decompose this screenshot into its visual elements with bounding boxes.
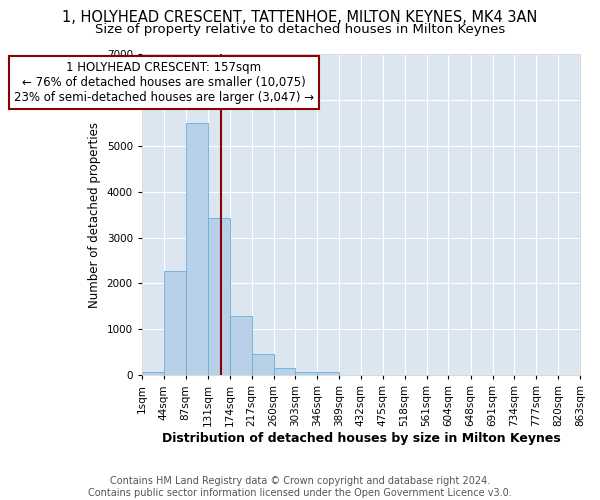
Bar bbox=[142, 372, 164, 376]
Bar bbox=[230, 316, 251, 376]
Bar bbox=[295, 372, 317, 376]
X-axis label: Distribution of detached houses by size in Milton Keynes: Distribution of detached houses by size … bbox=[161, 432, 560, 445]
Text: 1, HOLYHEAD CRESCENT, TATTENHOE, MILTON KEYNES, MK4 3AN: 1, HOLYHEAD CRESCENT, TATTENHOE, MILTON … bbox=[62, 10, 538, 25]
Text: 1 HOLYHEAD CRESCENT: 157sqm
← 76% of detached houses are smaller (10,075)
23% of: 1 HOLYHEAD CRESCENT: 157sqm ← 76% of det… bbox=[14, 61, 314, 104]
Y-axis label: Number of detached properties: Number of detached properties bbox=[88, 122, 101, 308]
Bar bbox=[274, 368, 295, 376]
Bar bbox=[317, 372, 339, 376]
Bar bbox=[185, 123, 208, 376]
Text: Contains HM Land Registry data © Crown copyright and database right 2024.
Contai: Contains HM Land Registry data © Crown c… bbox=[88, 476, 512, 498]
Bar bbox=[208, 218, 230, 376]
Bar bbox=[251, 354, 274, 376]
Text: Size of property relative to detached houses in Milton Keynes: Size of property relative to detached ho… bbox=[95, 22, 505, 36]
Bar bbox=[164, 270, 185, 376]
